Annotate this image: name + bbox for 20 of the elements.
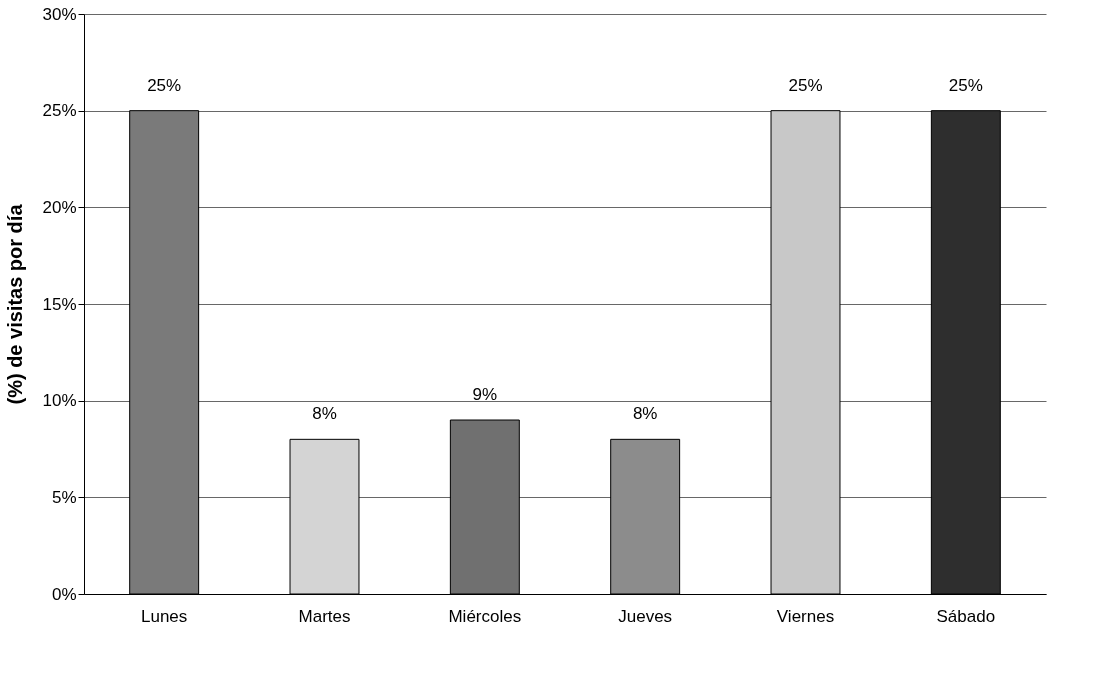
x-tick-label: Jueves xyxy=(618,606,673,626)
y-tick-label: 15% xyxy=(42,294,77,314)
data-label: 25% xyxy=(948,75,983,95)
data-label: 25% xyxy=(147,75,182,95)
data-label: 9% xyxy=(472,385,498,404)
y-tick-label: 10% xyxy=(42,391,77,411)
y-tick-label: 30% xyxy=(42,4,77,24)
data-label: 8% xyxy=(632,404,658,424)
x-tick-label: Viernes xyxy=(776,606,835,626)
y-tick-label: 0% xyxy=(51,584,77,604)
x-tick-label: Martes xyxy=(298,606,351,626)
data-label: 8% xyxy=(312,404,337,424)
x-tick-label: Miércoles xyxy=(448,606,522,626)
x-tick-label: Lunes xyxy=(141,606,188,626)
y-tick-label: 25% xyxy=(42,101,77,121)
y-tick-label: 5% xyxy=(51,487,77,507)
x-tick-label: Sábado xyxy=(936,606,996,626)
y-axis-title: (%) de visitas por día xyxy=(4,203,27,405)
y-tick-label: 20% xyxy=(42,197,77,217)
data-label: 25% xyxy=(788,75,823,95)
